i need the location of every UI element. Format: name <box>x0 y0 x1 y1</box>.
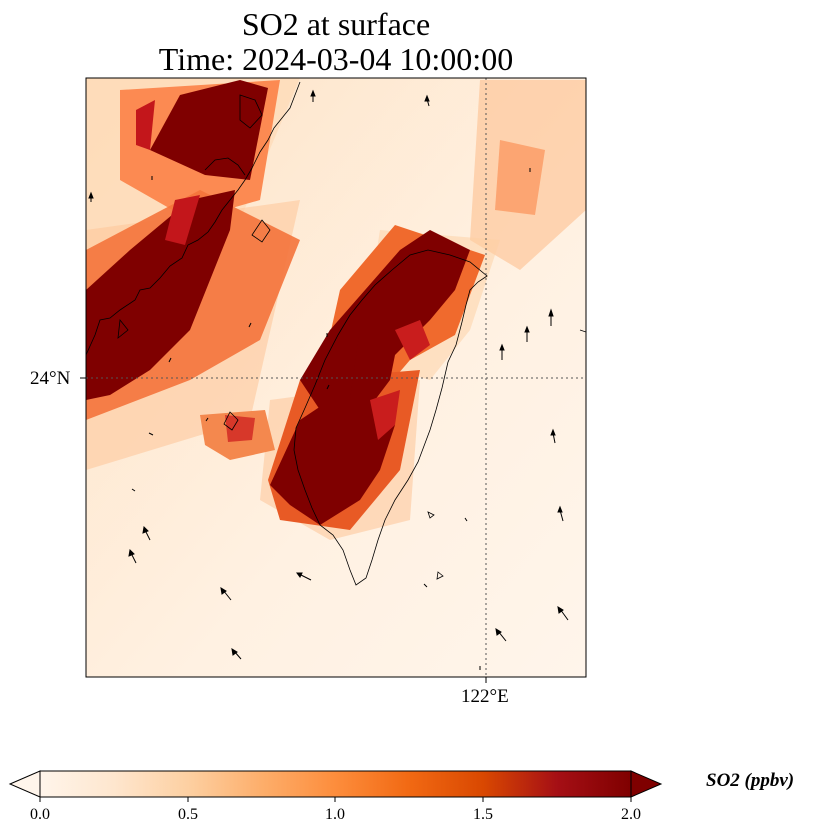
colorbar <box>8 770 663 802</box>
colorbar-tick-label: 1.0 <box>325 806 345 823</box>
colorbar-label: SO2 (ppbv) <box>706 770 795 791</box>
colorbar-ticks <box>39 797 632 802</box>
colorbar-tick-label: 2.0 <box>621 806 641 823</box>
colorbar-tick-label: 0.0 <box>30 806 50 823</box>
lon-tick-label: 122°E <box>461 686 509 707</box>
colorbar-min-extend <box>8 770 41 798</box>
lat-tick-label: 24°N <box>30 368 71 389</box>
colorbar-tick-label: 1.5 <box>473 806 493 823</box>
map-figure <box>80 77 587 683</box>
map-title: SO2 at surface <box>241 6 431 42</box>
colorbar-gradient <box>39 770 632 798</box>
coastlines <box>86 81 586 586</box>
colorbar-max-extend <box>630 770 663 798</box>
map-subtitle-time: Time: 2024-03-04 10:00:00 <box>158 41 514 77</box>
wind-vectors <box>88 89 569 670</box>
colorbar-tick-label: 0.5 <box>178 806 198 823</box>
